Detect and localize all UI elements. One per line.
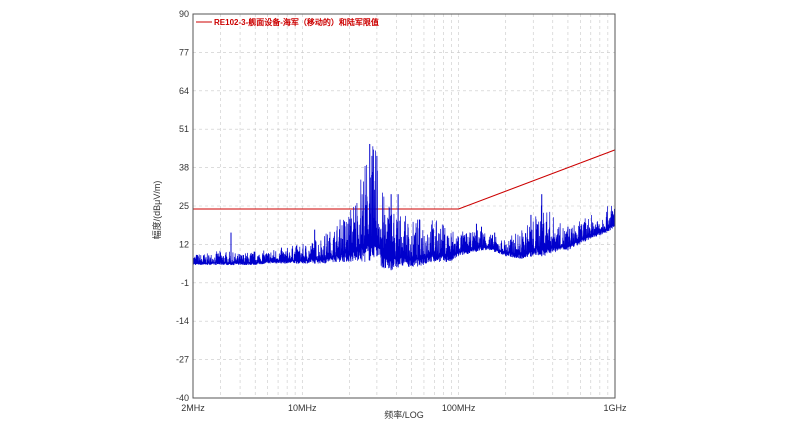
- y-tick-label-9: 77: [179, 47, 189, 57]
- y-tick-label-7: 51: [179, 124, 189, 134]
- x-tick-labels: 2MHz 10MHz 100MHz 1GHz: [181, 403, 627, 413]
- y-tick-label-0: -40: [176, 393, 189, 403]
- x-tick-label-2: 100MHz: [442, 403, 476, 413]
- x-tick-label-3: 1GHz: [603, 403, 627, 413]
- y-tick-label-2: -14: [176, 316, 189, 326]
- x-tick-label-0: 2MHz: [181, 403, 205, 413]
- y-tick-label-4: 12: [179, 239, 189, 249]
- y-tick-labels: -40 -27 -14 -1 12 25 38 51 64 77 90: [176, 9, 189, 403]
- measurement-series: [192, 143, 616, 271]
- y-tick-label-5: 25: [179, 201, 189, 211]
- legend: RE102-3-舰面设备-海军（移动的）和陆军限值: [196, 17, 379, 27]
- plot-frame: [192, 13, 616, 399]
- x-tick-label-1: 10MHz: [288, 403, 317, 413]
- y-tick-label-8: 64: [179, 86, 189, 96]
- y-axis-title: 幅度/(dBμV/m): [151, 181, 162, 240]
- limit-series: [193, 149, 616, 210]
- y-tick-label-3: -1: [181, 278, 189, 288]
- y-tick-label-6: 38: [179, 163, 189, 173]
- limit-line: [193, 149, 616, 210]
- y-tick-label-10: 90: [179, 9, 189, 19]
- measurement-trace: [192, 146, 616, 270]
- legend-label-limit: RE102-3-舰面设备-海军（移动的）和陆军限值: [214, 17, 379, 27]
- y-tick-label-1: -27: [176, 355, 189, 365]
- x-axis-title: 频率/LOG: [384, 409, 424, 420]
